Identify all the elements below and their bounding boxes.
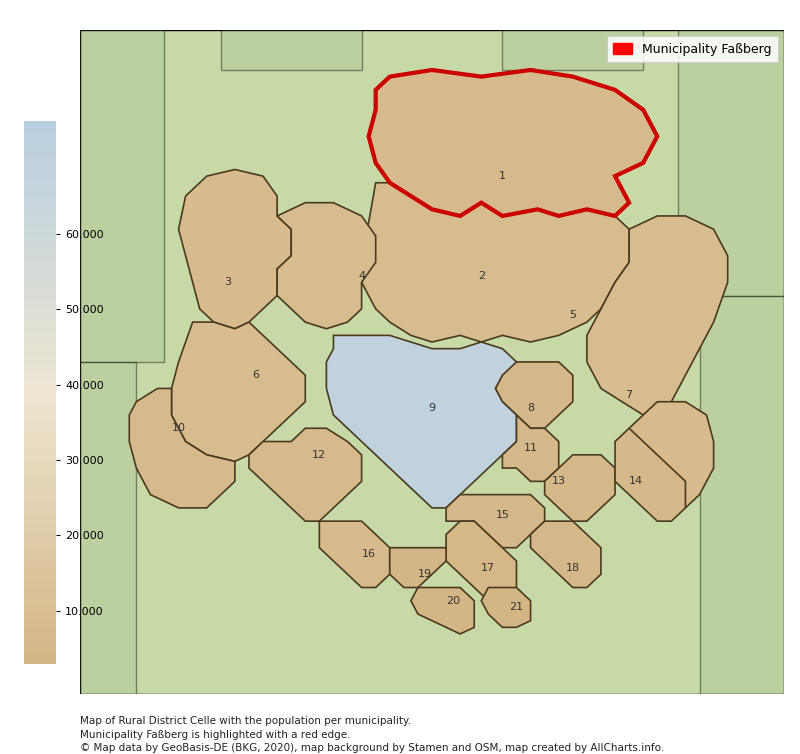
Text: 15: 15 <box>495 510 510 520</box>
Text: 16: 16 <box>362 550 376 559</box>
Polygon shape <box>171 322 306 461</box>
Text: 10: 10 <box>171 423 186 434</box>
FancyBboxPatch shape <box>678 30 784 296</box>
Polygon shape <box>629 402 714 508</box>
Text: 9: 9 <box>429 403 435 413</box>
Text: 21: 21 <box>510 602 523 612</box>
Polygon shape <box>530 521 601 587</box>
Polygon shape <box>369 70 658 216</box>
Text: 19: 19 <box>418 569 432 579</box>
Text: 12: 12 <box>312 450 326 460</box>
Polygon shape <box>362 182 629 342</box>
FancyBboxPatch shape <box>221 30 362 70</box>
Text: © Map data by GeoBasis-DE (BKG, 2020), map background by Stamen and OSM, map cre: © Map data by GeoBasis-DE (BKG, 2020), m… <box>80 743 664 753</box>
Text: 2: 2 <box>478 271 485 280</box>
Polygon shape <box>249 428 362 521</box>
Polygon shape <box>446 521 517 601</box>
FancyBboxPatch shape <box>80 30 165 362</box>
Polygon shape <box>277 203 376 329</box>
Polygon shape <box>545 455 615 521</box>
Text: 13: 13 <box>552 477 566 486</box>
Polygon shape <box>446 495 545 547</box>
Polygon shape <box>178 170 291 329</box>
Text: Municipality Faßberg is highlighted with a red edge.: Municipality Faßberg is highlighted with… <box>80 730 350 740</box>
Polygon shape <box>495 362 573 428</box>
Text: 14: 14 <box>629 477 643 486</box>
Text: 20: 20 <box>446 596 460 605</box>
Text: 1: 1 <box>499 171 506 181</box>
Text: Map of Rural District Celle with the population per municipality.: Map of Rural District Celle with the pop… <box>80 716 411 726</box>
Text: 8: 8 <box>527 403 534 413</box>
Polygon shape <box>411 587 474 634</box>
Text: 7: 7 <box>626 390 633 400</box>
Polygon shape <box>319 521 390 587</box>
Legend: Municipality Faßberg: Municipality Faßberg <box>607 36 778 62</box>
Text: 6: 6 <box>253 370 259 380</box>
Text: 11: 11 <box>523 443 538 453</box>
Polygon shape <box>130 388 235 508</box>
Polygon shape <box>587 216 728 415</box>
Polygon shape <box>326 336 517 508</box>
Text: 18: 18 <box>566 562 580 572</box>
Text: 17: 17 <box>482 562 495 572</box>
Text: 5: 5 <box>570 311 576 320</box>
Polygon shape <box>482 587 530 627</box>
Polygon shape <box>390 547 446 587</box>
Text: 4: 4 <box>358 271 365 280</box>
FancyBboxPatch shape <box>699 296 784 694</box>
Polygon shape <box>615 428 686 521</box>
FancyBboxPatch shape <box>80 362 136 694</box>
Text: 3: 3 <box>224 277 231 287</box>
FancyBboxPatch shape <box>80 30 784 694</box>
Polygon shape <box>502 415 558 481</box>
FancyBboxPatch shape <box>502 30 643 70</box>
